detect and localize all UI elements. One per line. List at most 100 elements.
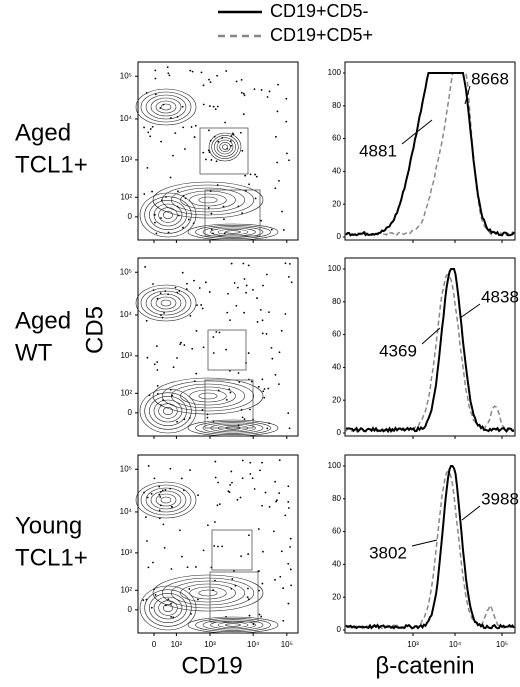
contour: [198, 196, 218, 204]
event-dot: [242, 113, 245, 116]
contour: [222, 144, 228, 150]
event-dot: [206, 416, 209, 419]
hist-solid: [345, 268, 515, 434]
y-tick-label: 80: [332, 494, 341, 503]
event-dot: [143, 193, 146, 195]
leader: [401, 119, 433, 145]
event-dot: [158, 509, 161, 512]
event-dot: [182, 126, 185, 129]
annotation: 4881: [359, 141, 397, 160]
event-dot: [230, 470, 233, 473]
event-dot: [189, 469, 191, 472]
contour: [225, 623, 241, 627]
event-dot: [267, 387, 270, 390]
y-tick-label: 100: [328, 264, 342, 273]
event-dot: [221, 545, 224, 548]
event-dot: [201, 307, 204, 310]
event-dot: [152, 283, 154, 285]
event-dot: [276, 499, 278, 502]
contour: [214, 137, 236, 157]
event-dot: [277, 83, 279, 86]
event-dot: [266, 96, 269, 98]
event-dot: [260, 89, 263, 91]
event-dot: [249, 173, 252, 176]
hist-solid: [345, 465, 515, 630]
contour: [210, 620, 256, 630]
event-dot: [153, 363, 156, 366]
contour: [149, 396, 187, 426]
event-dot: [186, 566, 189, 569]
x-tick-label: 10³: [204, 640, 216, 649]
annotation: 8668: [471, 69, 509, 88]
hist-frame: [344, 257, 516, 437]
y-tick-label: 40: [332, 167, 341, 176]
event-dot: [289, 568, 292, 571]
event-dot: [258, 613, 261, 616]
event-dot: [268, 90, 271, 93]
y-tick-label: 10²: [120, 585, 132, 594]
event-dot: [231, 481, 233, 484]
event-dot: [210, 212, 213, 215]
event-dot: [209, 81, 212, 84]
event-dot: [151, 125, 154, 128]
event-dot: [290, 584, 293, 587]
row-label: TCL1+: [15, 544, 88, 571]
contour: [180, 386, 236, 406]
contour: [149, 200, 187, 230]
event-dot: [215, 160, 218, 163]
event-dot: [214, 521, 216, 523]
event-dot: [197, 598, 199, 601]
y-tick-label: 0: [337, 625, 342, 634]
event-dot: [195, 329, 198, 332]
event-dot: [268, 311, 270, 314]
row-label: WT: [15, 339, 53, 366]
event-dot: [217, 545, 219, 548]
event-dot: [281, 210, 283, 213]
event-dot: [263, 396, 266, 399]
contour: [152, 377, 264, 415]
y-tick-label: 60: [332, 134, 341, 143]
contour-frame: [137, 257, 299, 437]
event-dot: [191, 70, 194, 73]
event-dot: [274, 480, 277, 483]
annotation: 3802: [369, 543, 407, 562]
event-dot: [200, 71, 203, 74]
event-dot: [278, 179, 280, 182]
event-dot: [243, 94, 246, 97]
event-dot: [275, 500, 278, 503]
y-tick-label: 80: [332, 297, 341, 306]
event-dot: [202, 346, 205, 349]
event-dot: [194, 124, 197, 127]
event-dot: [214, 460, 217, 463]
event-dot: [264, 491, 267, 494]
event-dot: [210, 228, 213, 231]
contour: [195, 618, 271, 632]
event-dot: [248, 614, 251, 617]
contour: [163, 407, 173, 415]
event-dot: [256, 297, 258, 299]
event-dot: [265, 273, 268, 276]
event-dot: [276, 110, 279, 113]
y-tick-label: 100: [328, 461, 342, 470]
leader: [421, 327, 441, 345]
event-dot: [154, 77, 157, 80]
event-dot: [290, 281, 293, 284]
panels: Aged TCL1+ 10⁵ 10⁴ 10³ 10² 0 0 20 40 60 80 100 4881 86…: [15, 61, 519, 649]
event-dot: [160, 140, 163, 143]
event-dot: [265, 333, 268, 335]
event-dot: [243, 418, 246, 421]
contour: [161, 184, 255, 216]
event-dot: [237, 372, 240, 374]
event-dot: [289, 546, 291, 548]
event-dot: [167, 598, 170, 601]
y-tick-label: 20: [332, 199, 341, 208]
gate: [204, 189, 261, 237]
contour: [145, 290, 187, 316]
event-dot: [204, 158, 207, 161]
contour: [144, 196, 192, 234]
event-dot: [279, 575, 282, 578]
contour: [211, 135, 239, 159]
event-dot: [268, 506, 271, 508]
leader: [461, 505, 481, 521]
contour: [153, 203, 183, 227]
